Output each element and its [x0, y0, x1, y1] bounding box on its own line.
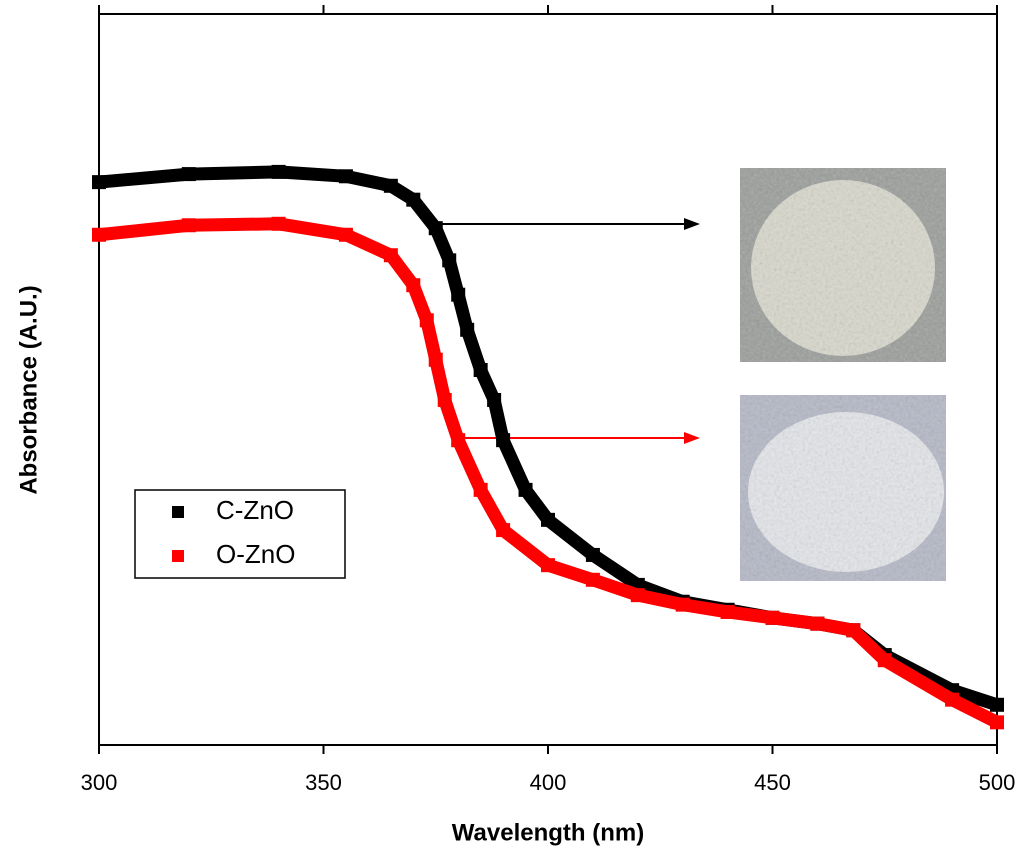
point	[92, 175, 106, 190]
point	[518, 482, 533, 497]
point	[451, 287, 466, 302]
point	[460, 322, 475, 337]
point	[877, 653, 892, 668]
point	[675, 597, 690, 612]
point	[585, 572, 600, 587]
point	[473, 482, 488, 497]
x-tick-label: 350	[305, 770, 342, 795]
point	[846, 623, 861, 638]
point	[630, 588, 645, 603]
point	[271, 164, 286, 179]
point	[383, 248, 398, 263]
point	[338, 169, 353, 184]
point	[338, 227, 353, 242]
point	[990, 697, 1004, 712]
y-axis-title: Absorbance (A.U.)	[15, 285, 42, 494]
legend-marker	[172, 506, 184, 518]
point	[720, 604, 735, 619]
photo-o-zno	[740, 395, 946, 581]
x-tick-label: 500	[979, 770, 1016, 795]
point	[765, 610, 780, 625]
x-tick-label: 400	[530, 770, 567, 795]
point	[810, 616, 825, 631]
point	[406, 278, 421, 293]
x-tick-label: 450	[754, 770, 791, 795]
point	[990, 715, 1004, 730]
point	[496, 523, 511, 538]
point	[496, 433, 511, 448]
legend-label: O-ZnO	[216, 539, 295, 569]
legend-marker	[172, 550, 184, 562]
point	[442, 253, 457, 268]
point	[181, 167, 196, 182]
arrow-black	[435, 218, 700, 230]
point	[406, 192, 421, 207]
photo-c-zno	[740, 168, 946, 362]
point	[451, 433, 466, 448]
point	[181, 218, 196, 233]
legend-label: C-ZnO	[216, 495, 294, 525]
point	[271, 216, 286, 231]
point	[428, 352, 443, 367]
x-tick-label: 300	[81, 770, 118, 795]
point	[541, 558, 555, 573]
point	[585, 547, 600, 562]
point	[945, 692, 960, 707]
point	[383, 178, 398, 193]
x-axis-title: Wavelength (nm)	[452, 819, 644, 846]
point	[437, 392, 452, 407]
point	[92, 227, 106, 242]
point	[541, 512, 555, 527]
legend-box	[134, 489, 346, 579]
point	[473, 362, 488, 377]
point	[419, 313, 434, 328]
point	[487, 392, 502, 407]
point	[428, 221, 443, 236]
